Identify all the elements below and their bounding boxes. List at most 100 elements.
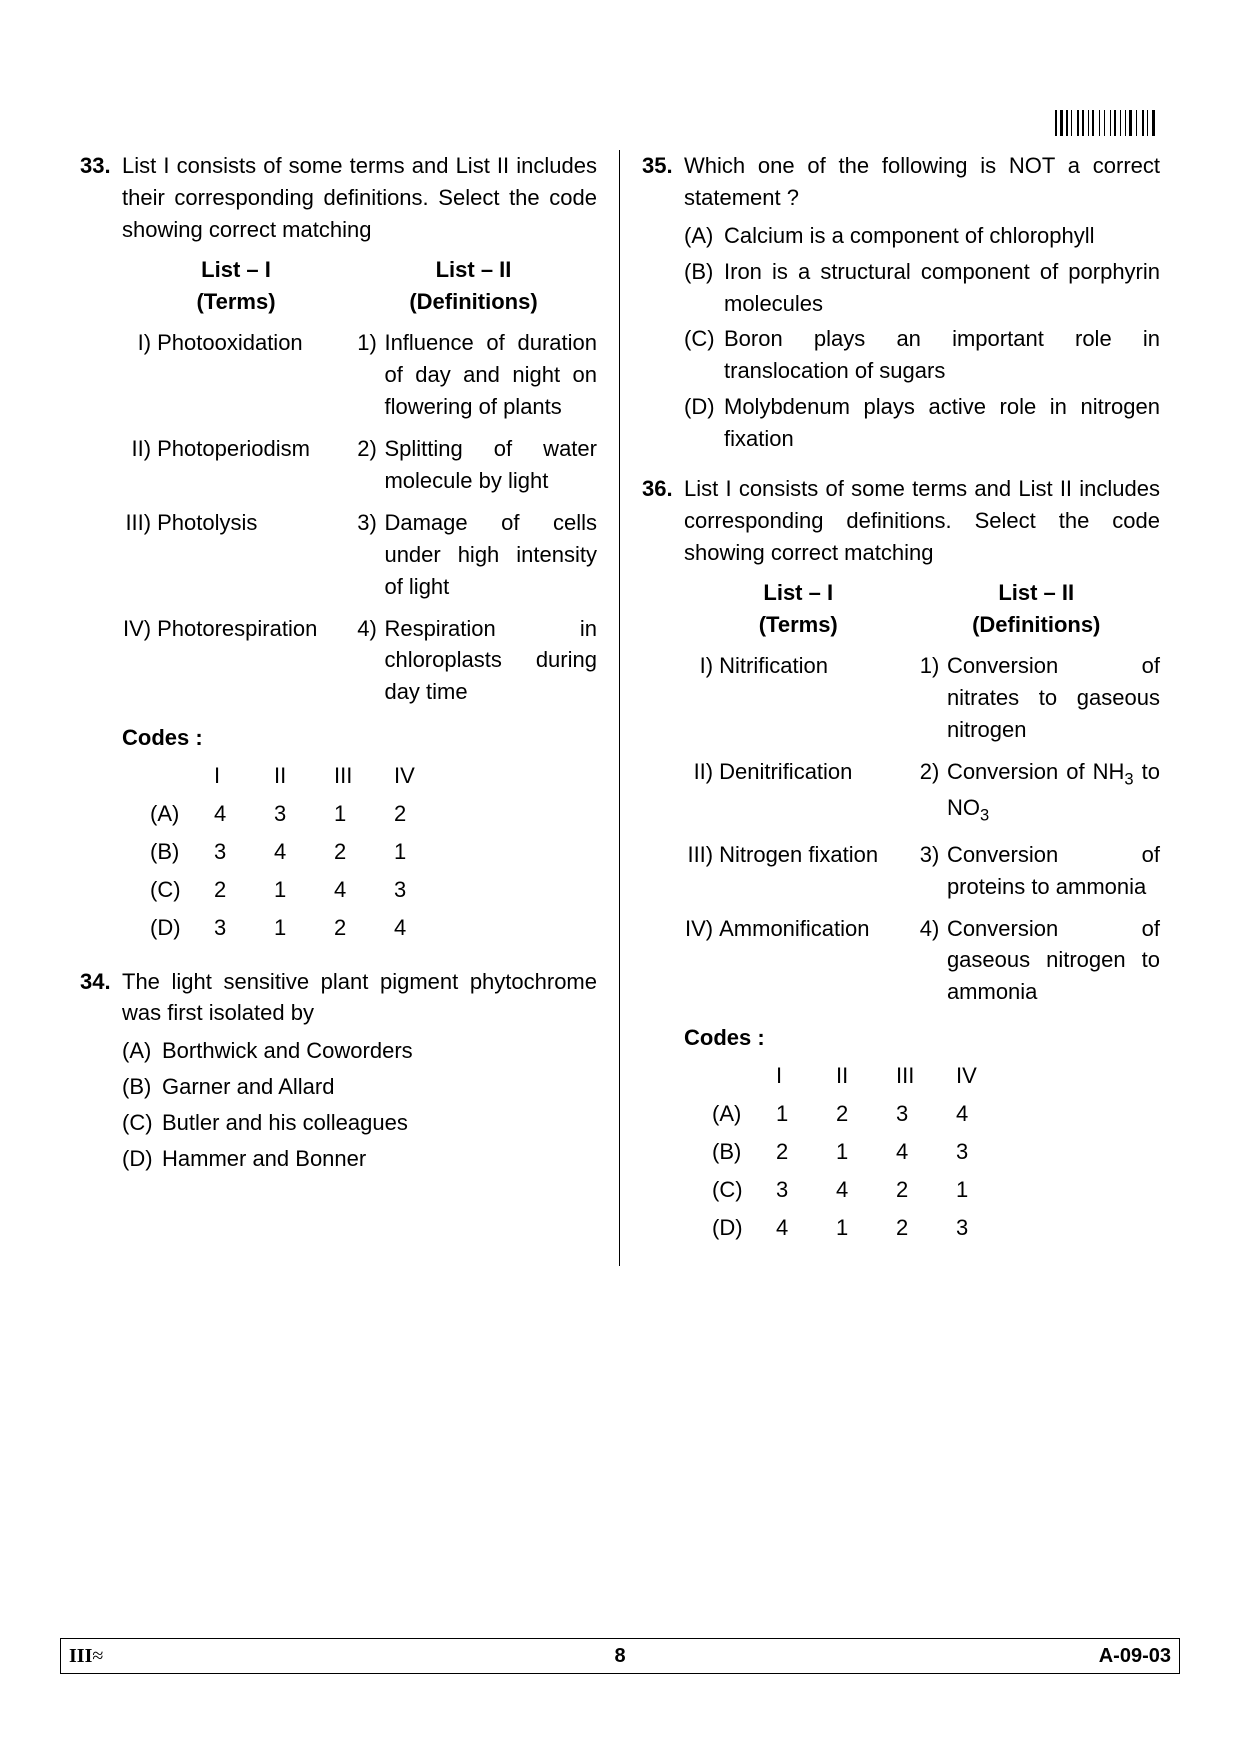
code-value: 3 (776, 1172, 834, 1208)
codes-header-cell: IV (956, 1058, 1014, 1094)
code-value: 1 (776, 1096, 834, 1132)
option-label: (D) (684, 391, 724, 455)
list1-sub: (Terms) (684, 609, 912, 641)
code-option-label: (B) (712, 1134, 774, 1170)
barcode (1055, 110, 1155, 136)
question-stem: Which one of the following is NOT a corr… (684, 150, 1160, 214)
list2-head: List – II (912, 577, 1160, 609)
code-value: 1 (274, 872, 332, 908)
question-stem: List I consists of some terms and List I… (684, 473, 1160, 569)
code-option-label: (C) (150, 872, 212, 908)
code-value: 4 (214, 796, 272, 832)
option-label: (A) (684, 220, 724, 252)
term: Nitrogen fixation (719, 839, 920, 903)
match-rows: I)Photooxidation1)Influence of duration … (122, 327, 597, 708)
roman-numeral: IV) (684, 913, 719, 1009)
option-label: (B) (122, 1071, 162, 1103)
definition: Conversion of NH3 to NO3 (947, 756, 1160, 829)
code-value: 4 (836, 1172, 894, 1208)
question-35: 35. Which one of the following is NOT a … (642, 150, 1160, 455)
code-value: 2 (836, 1096, 894, 1132)
codes-label: Codes : (684, 1022, 1160, 1054)
match-row: II)Denitrification2)Conversion of NH3 to… (684, 756, 1160, 829)
codes-label: Codes : (122, 722, 597, 754)
codes-table: IIIIIIIV(A)4312(B)3421(C)2143(D)3124 (148, 756, 454, 947)
option-text: Butler and his colleagues (162, 1107, 597, 1139)
page-footer: III≈ 8 A-09-03 (60, 1638, 1180, 1674)
roman-numeral: III) (684, 839, 719, 903)
code-value: 3 (956, 1134, 1014, 1170)
option-label: (A) (122, 1035, 162, 1067)
match-rows: I)Nitrification1)Conversion of nitrates … (684, 650, 1160, 1008)
term: Photolysis (157, 507, 357, 603)
definition-number: 4) (920, 913, 947, 1009)
question-stem: List I consists of some terms and List I… (122, 150, 597, 246)
question-number: 33. (80, 150, 122, 948)
definition: Conversion of proteins to ammonia (947, 839, 1160, 903)
codes-header-cell (150, 758, 212, 794)
code-option-label: (A) (712, 1096, 774, 1132)
code-value: 4 (274, 834, 332, 870)
term: Photooxidation (157, 327, 357, 423)
question-body: Which one of the following is NOT a corr… (684, 150, 1160, 455)
match-row: II)Photoperiodism2)Splitting of water mo… (122, 433, 597, 497)
list2-sub: (Definitions) (350, 286, 597, 318)
match-row: III)Nitrogen fixation3)Conversion of pro… (684, 839, 1160, 903)
option-row: (D)Hammer and Bonner (122, 1143, 597, 1175)
codes-row: (D)4123 (712, 1210, 1014, 1246)
codes-header-cell: IV (394, 758, 452, 794)
option-label: (C) (122, 1107, 162, 1139)
definition-number: 3) (357, 507, 384, 603)
codes-row: (A)4312 (150, 796, 452, 832)
codes-header-cell: I (776, 1058, 834, 1094)
code-option-label: (C) (712, 1172, 774, 1208)
option-text: Hammer and Bonner (162, 1143, 597, 1175)
roman-numeral: III) (122, 507, 157, 603)
code-value: 2 (394, 796, 452, 832)
term: Nitrification (719, 650, 920, 746)
code-value: 1 (836, 1134, 894, 1170)
question-body: The light sensitive plant pigment phytoc… (122, 966, 597, 1175)
code-value: 1 (956, 1172, 1014, 1208)
term: Ammonification (719, 913, 920, 1009)
match-row: IV)Photorespiration4)Respiration in chlo… (122, 613, 597, 709)
option-text: Molybdenum plays active role in nitrogen… (724, 391, 1160, 455)
code-value: 1 (394, 834, 452, 870)
left-column: 33. List I consists of some terms and Li… (80, 150, 620, 1266)
code-value: 2 (334, 834, 392, 870)
codes-header-cell: II (836, 1058, 894, 1094)
question-number: 35. (642, 150, 684, 455)
option-text: Iron is a structural component of porphy… (724, 256, 1160, 320)
code-value: 3 (956, 1210, 1014, 1246)
list1-head: List – I (122, 254, 350, 286)
question-stem: The light sensitive plant pigment phytoc… (122, 966, 597, 1030)
code-value: 2 (334, 910, 392, 946)
question-number: 36. (642, 473, 684, 1248)
option-text: Borthwick and Coworders (162, 1035, 597, 1067)
roman-numeral: I) (122, 327, 157, 423)
code-value: 3 (274, 796, 332, 832)
code-value: 4 (394, 910, 452, 946)
code-value: 3 (214, 910, 272, 946)
match-row: IV)Ammonification4)Conversion of gaseous… (684, 913, 1160, 1009)
code-value: 2 (214, 872, 272, 908)
list2-sub: (Definitions) (912, 609, 1160, 641)
list1-sub: (Terms) (122, 286, 350, 318)
definition-number: 1) (357, 327, 384, 423)
option-text: Boron plays an important role in translo… (724, 323, 1160, 387)
right-column: 35. Which one of the following is NOT a … (620, 150, 1160, 1266)
option-label: (C) (684, 323, 724, 387)
code-value: 1 (836, 1210, 894, 1246)
option-row: (A)Calcium is a component of chlorophyll (684, 220, 1160, 252)
option-label: (B) (684, 256, 724, 320)
code-option-label: (D) (712, 1210, 774, 1246)
option-row: (B)Garner and Allard (122, 1071, 597, 1103)
code-option-label: (D) (150, 910, 212, 946)
list1-head: List – I (684, 577, 912, 609)
option-text: Calcium is a component of chlorophyll (724, 220, 1160, 252)
option-row: (A)Borthwick and Coworders (122, 1035, 597, 1067)
code-value: 3 (214, 834, 272, 870)
definition: Conversion of gaseous nitrogen to ammoni… (947, 913, 1160, 1009)
codes-header-cell: II (274, 758, 332, 794)
option-row: (C)Butler and his colleagues (122, 1107, 597, 1139)
